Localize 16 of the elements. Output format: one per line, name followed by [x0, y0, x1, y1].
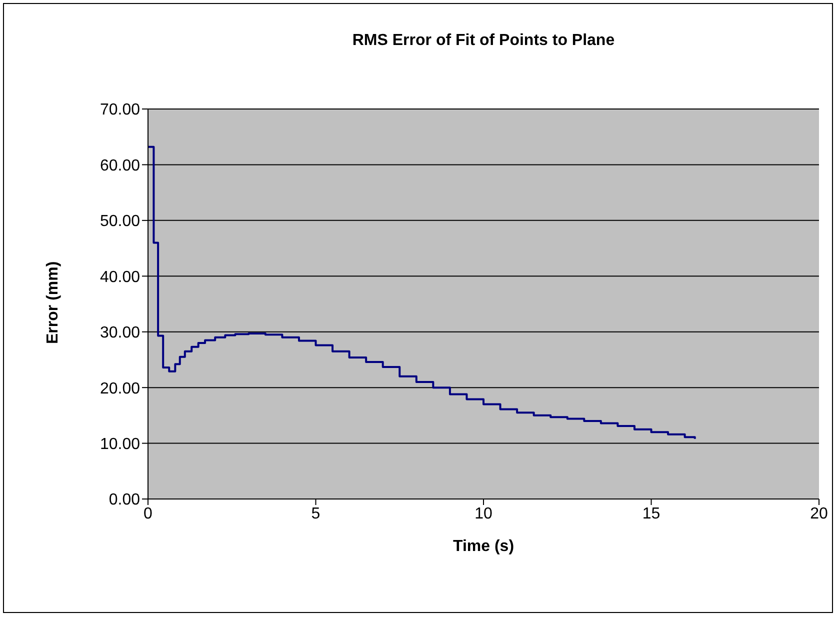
- y-tick-label: 20.00: [100, 380, 140, 398]
- x-axis-title: Time (s): [452, 538, 514, 555]
- chart-title: RMS Error of Fit of Points to Plane: [351, 32, 616, 50]
- y-axis-title: Error (mm): [44, 261, 62, 344]
- y-tick-label: 50.00: [100, 213, 140, 230]
- x-tick-label: 20: [810, 505, 828, 522]
- x-tick-label: 5: [311, 505, 320, 522]
- y-tick-label: 10.00: [100, 436, 140, 453]
- x-tick-label: 10: [474, 505, 492, 522]
- y-tick-label: 30.00: [100, 324, 140, 342]
- x-tick-label: 15: [642, 505, 660, 522]
- y-tick-label: 70.00: [100, 102, 140, 119]
- x-tick-label: 0: [144, 505, 153, 522]
- y-tick-label: 60.00: [100, 157, 140, 174]
- y-tick-label: 40.00: [100, 268, 140, 286]
- y-tick-label: 0.00: [108, 492, 140, 509]
